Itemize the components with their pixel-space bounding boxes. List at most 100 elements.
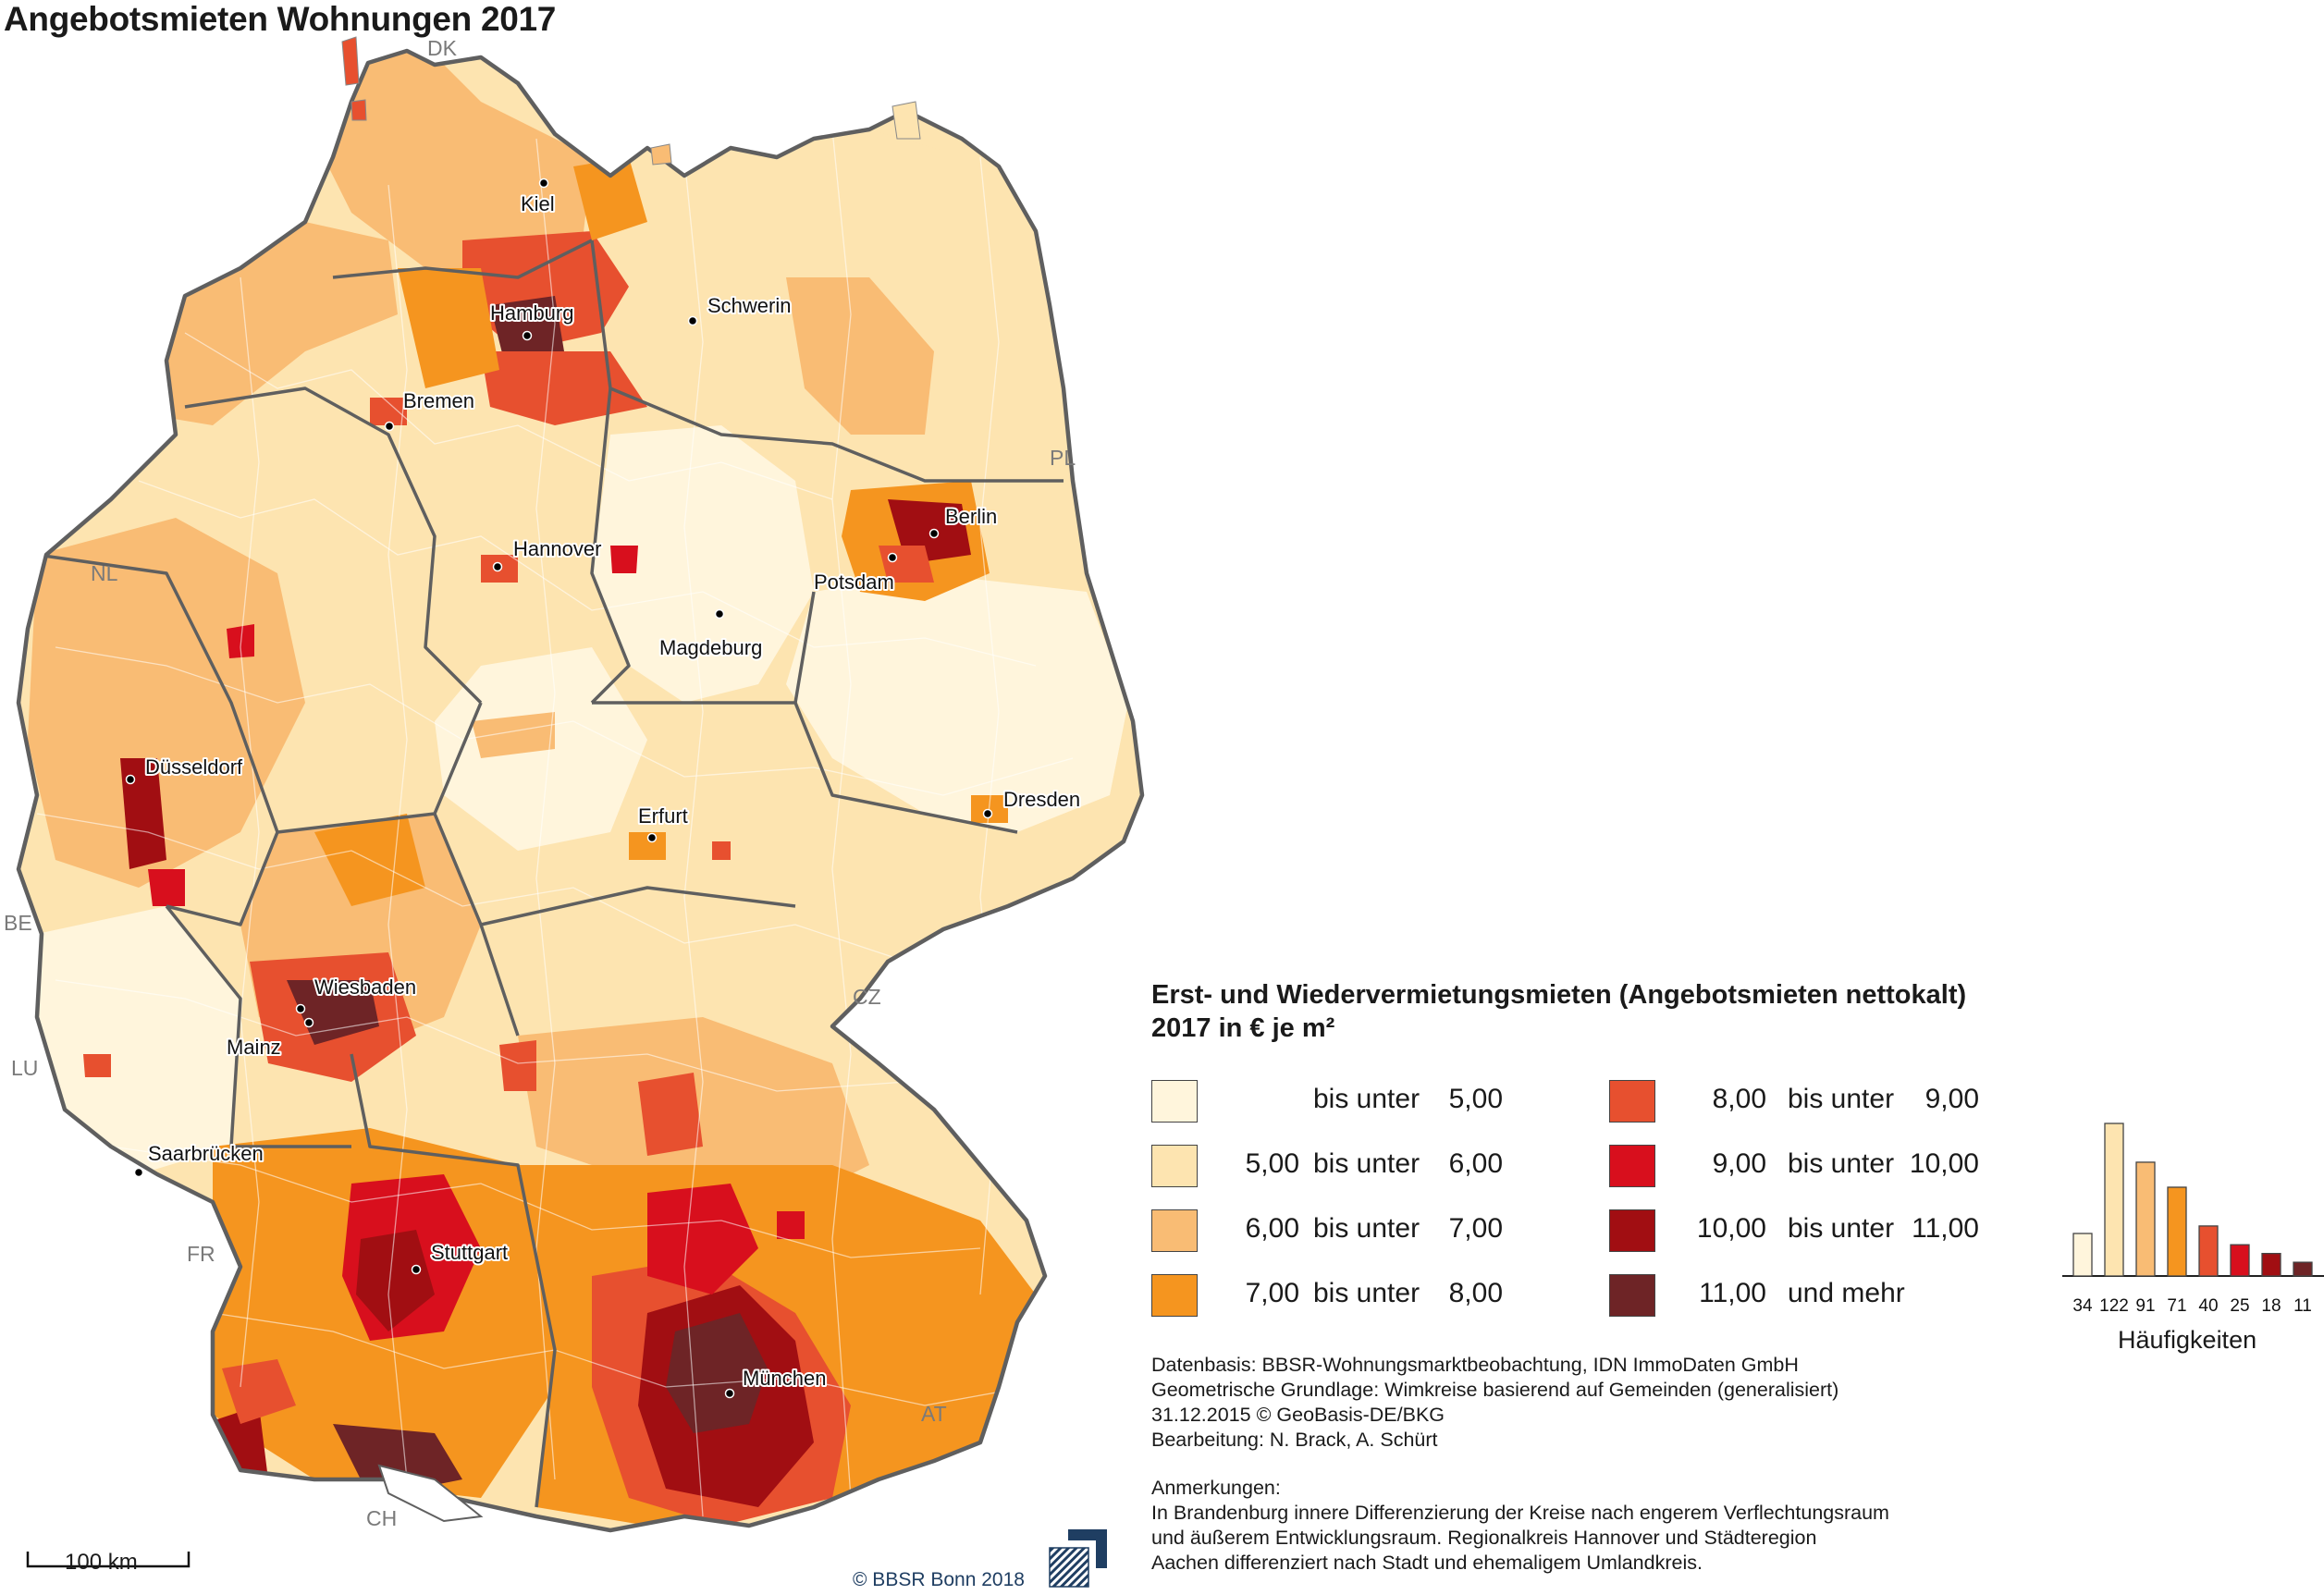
legend-to: 8,00	[1448, 1278, 1503, 1308]
scale-bar	[26, 1552, 191, 1568]
city-label-magdeburg: Magdeburg	[659, 636, 762, 659]
histogram-count-label: 11	[2293, 1296, 2312, 1316]
map-title: Angebotsmieten Wohnungen 2017	[4, 0, 557, 38]
legend-mid: bis unter	[1313, 1148, 1420, 1179]
legend-to: 11,00	[1912, 1213, 1979, 1244]
city-label-dresden: Dresden	[1003, 788, 1080, 811]
histogram-label: Häufigkeiten	[2118, 1326, 2257, 1354]
legend-item: bis unter 5,00	[1151, 1080, 1595, 1123]
legend-swatch	[1609, 1274, 1655, 1317]
source-block: Datenbasis: BBSR-Wohnungsmarktbeobachtun…	[1151, 1353, 2076, 1453]
legend-from: 8,00	[1712, 1084, 1766, 1114]
country-label-nl: NL	[91, 561, 118, 585]
histogram-bar	[2230, 1244, 2250, 1277]
histogram-bar	[2261, 1253, 2281, 1277]
legend-swatch	[1609, 1209, 1655, 1252]
legend-from: 11,00	[1699, 1278, 1766, 1308]
city-label-potsdam: Potsdam	[814, 571, 894, 594]
legend-item: 6,00 bis unter 7,00	[1151, 1209, 1595, 1252]
histogram-count-label: 25	[2230, 1296, 2249, 1316]
legend-from: 9,00	[1712, 1148, 1766, 1179]
histogram-bar	[2293, 1261, 2313, 1277]
legend-mid: bis unter	[1313, 1084, 1420, 1114]
city-label-bremen: Bremen	[403, 389, 474, 412]
city-label-muenchen: München	[743, 1367, 827, 1390]
source-line: Bearbeitung: N. Brack, A. Schürt	[1151, 1429, 1438, 1451]
histogram-bar	[2072, 1233, 2093, 1277]
city-label-duesseldorf: Düsseldorf	[145, 755, 243, 779]
city-label-schwerin: Schwerin	[707, 294, 791, 317]
bbsr-logo-icon	[1049, 1529, 1107, 1588]
source-line: Geometrische Grundlage: Wimkreise basier…	[1151, 1379, 1839, 1401]
legend-to: 10,00	[1909, 1148, 1979, 1179]
notes-block: Anmerkungen: In Brandenburg innere Diffe…	[1151, 1476, 2076, 1576]
legend-to: 5,00	[1448, 1084, 1503, 1114]
national-border	[16, 48, 1145, 1533]
histogram-count-label: 40	[2198, 1296, 2218, 1316]
legend-from: 10,00	[1696, 1213, 1766, 1244]
legend-swatch	[1609, 1080, 1655, 1123]
city-dot-saarbruecken	[133, 1167, 144, 1178]
city-dot-erfurt	[646, 832, 658, 843]
city-dot-dresden	[982, 808, 993, 819]
city-label-kiel: Kiel	[521, 192, 555, 215]
city-dot-wiesbaden	[295, 1003, 306, 1014]
legend-title-line1: Erst- und Wiedervermietungsmieten (Angeb…	[1151, 980, 1967, 1010]
copyright-notice: © BBSR Bonn 2018	[853, 1569, 1025, 1590]
legend-to: 7,00	[1448, 1213, 1503, 1244]
legend-mid: bis unter	[1788, 1213, 1895, 1244]
legend-from: 7,00	[1245, 1278, 1299, 1308]
city-label-hamburg: Hamburg	[490, 301, 573, 325]
legend-item: 8,00 bis unter 9,00	[1609, 1080, 2053, 1123]
country-label-at: AT	[921, 1402, 947, 1426]
histogram-count-label: 91	[2135, 1296, 2155, 1316]
legend-title: Erst- und Wiedervermietungsmieten (Angeb…	[1151, 978, 2169, 1045]
legend-title-line2: 2017 in € je m²	[1151, 1013, 1335, 1043]
country-label-dk: DK	[427, 36, 458, 60]
histogram-bar	[2135, 1161, 2156, 1277]
country-label-be: BE	[4, 911, 32, 935]
city-dot-hannover	[492, 561, 503, 572]
germany-rent-map: DK PL NL BE LU FR CZ AT CH Kiel Hamburg …	[4, 36, 1145, 1533]
legend-to: 6,00	[1448, 1148, 1503, 1179]
city-dot-duesseldorf	[125, 774, 136, 785]
city-dot-schwerin	[687, 315, 698, 326]
notes-line: In Brandenburg innere Differenzierung de…	[1151, 1502, 1889, 1524]
notes-heading: Anmerkungen:	[1151, 1477, 1281, 1499]
city-dot-stuttgart	[411, 1264, 422, 1275]
source-line: Datenbasis: BBSR-Wohnungsmarktbeobachtun…	[1151, 1354, 1799, 1376]
notes-line: Aachen differenziert nach Stadt und ehem…	[1151, 1552, 1703, 1574]
city-dot-mainz	[303, 1017, 314, 1028]
histogram-bar	[2104, 1123, 2124, 1277]
city-label-mainz: Mainz	[227, 1036, 281, 1059]
city-label-stuttgart: Stuttgart	[431, 1241, 508, 1264]
legend-swatch	[1609, 1145, 1655, 1187]
source-line: 31.12.2015 © GeoBasis-DE/BKG	[1151, 1404, 1445, 1426]
histogram-bar	[2198, 1225, 2219, 1277]
legend-mid: bis unter	[1788, 1148, 1895, 1179]
country-label-pl: PL	[1050, 446, 1076, 470]
country-label-ch: CH	[366, 1506, 397, 1530]
legend-item: 7,00 bis unter 8,00	[1151, 1274, 1595, 1317]
country-label-cz: CZ	[853, 985, 881, 1009]
city-label-berlin: Berlin	[945, 505, 997, 528]
legend-mid: bis unter	[1788, 1084, 1895, 1114]
country-label-lu: LU	[11, 1056, 38, 1080]
country-label-fr: FR	[187, 1242, 215, 1266]
legend-swatch	[1151, 1274, 1198, 1317]
legend-swatch	[1151, 1209, 1198, 1252]
histogram-count-label: 18	[2261, 1296, 2281, 1316]
histogram-count-label: 34	[2072, 1296, 2093, 1316]
legend-item: 5,00 bis unter 6,00	[1151, 1145, 1595, 1187]
city-label-erfurt: Erfurt	[638, 804, 688, 828]
city-dot-hamburg	[522, 330, 533, 341]
legend-from: 6,00	[1245, 1213, 1299, 1244]
city-label-hannover: Hannover	[513, 537, 601, 560]
city-dot-magdeburg	[714, 608, 725, 620]
legend-from: 5,00	[1245, 1148, 1299, 1179]
city-dot-potsdam	[887, 552, 898, 563]
city-dot-bremen	[384, 421, 395, 432]
legend-item: 10,00 bis unter 11,00	[1609, 1209, 2053, 1252]
histogram-bar	[2167, 1186, 2187, 1277]
legend-mid: bis unter	[1313, 1278, 1420, 1308]
